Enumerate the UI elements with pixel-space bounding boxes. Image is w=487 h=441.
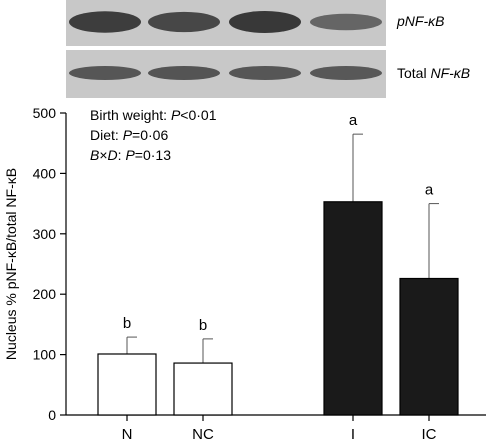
y-tick-label: 400 xyxy=(33,165,57,181)
blot-band xyxy=(310,66,382,80)
western-blot: pNF-κB Total NF-κB xyxy=(66,0,470,98)
blot-band xyxy=(148,11,220,33)
blot-band xyxy=(229,66,301,80)
y-tick-label: 300 xyxy=(33,226,57,242)
blot-band xyxy=(148,66,220,80)
blot-band xyxy=(69,11,141,33)
significance-letter: a xyxy=(349,112,358,129)
x-tick-label: I xyxy=(351,426,355,441)
y-tick-label: 500 xyxy=(33,105,57,121)
x-tick-label: IC xyxy=(422,426,437,441)
y-tick-label: 0 xyxy=(48,407,56,423)
bar-ic xyxy=(399,277,459,416)
blot-band xyxy=(69,66,141,80)
blot-label-pnfkb: pNF-κB xyxy=(396,13,444,29)
bar-i xyxy=(323,201,383,416)
y-axis-label: Nucleus % pNF-κB/total NF-κB xyxy=(3,168,19,360)
significance-letter: b xyxy=(123,315,131,332)
y-tick-label: 200 xyxy=(33,286,57,302)
chart: 0 100 200 300 400 500 b b a a N NC I IC Nucleus % p… xyxy=(3,105,486,441)
blot-band xyxy=(310,13,382,31)
blot-band xyxy=(229,11,301,33)
stat-diet: Diet: P=0·06 xyxy=(90,127,168,143)
y-tick-label: 100 xyxy=(33,347,57,363)
significance-letter: b xyxy=(199,317,207,334)
x-tick-label: N xyxy=(122,426,133,441)
significance-letter: a xyxy=(425,182,434,199)
blot-label-total-nfkb: Total NF-κB xyxy=(397,65,470,81)
stat-interaction: B×D: P=0·13 xyxy=(90,147,171,163)
stats-annotation: Birth weight: P<0·01 Diet: P=0·06 B×D: P… xyxy=(90,107,217,163)
bar-nc xyxy=(173,362,233,416)
x-tick-label: NC xyxy=(192,426,214,441)
stat-birth-weight: Birth weight: P<0·01 xyxy=(90,107,217,123)
bar-n xyxy=(97,353,157,416)
